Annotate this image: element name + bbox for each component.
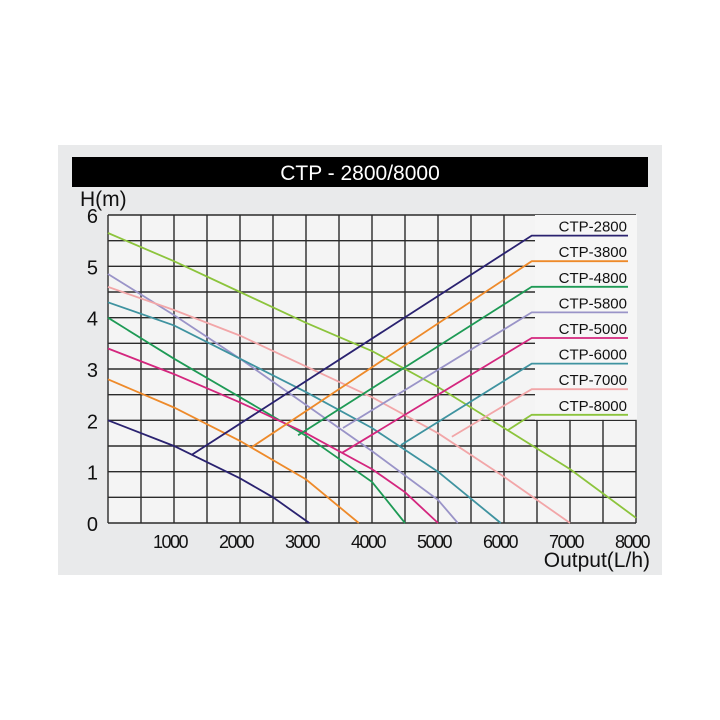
legend-leader-line [341, 337, 628, 454]
y-tick-label: 4 [87, 309, 98, 331]
y-tick-label: 2 [87, 411, 98, 433]
x-tick-label: 6000 [483, 532, 519, 552]
legend-leader-line [251, 260, 628, 448]
series-curve-ctp-4800 [107, 316, 406, 524]
x-tick-label: 4000 [351, 532, 387, 552]
y-tick-label: 6 [87, 206, 98, 228]
x-tick-label: 1000 [153, 532, 189, 552]
x-tick-label: 2000 [219, 532, 255, 552]
y-tick-label: 1 [87, 463, 98, 485]
series-curve-ctp-5800 [107, 273, 459, 524]
x-axis-label: Output(L/h) [544, 549, 650, 572]
legend: CTP-2800 CTP-3800 CTP-4800 CTP-5800 CTP-5000… [191, 215, 637, 456]
legend-label: CTP-3800 [559, 244, 627, 261]
series-curve-ctp-5000 [107, 347, 439, 524]
x-tick-label: 8000 [615, 532, 651, 552]
y-tick-label: 0 [87, 514, 98, 536]
y-tick-label: 5 [87, 257, 98, 279]
y-axis-label: H(m) [80, 188, 127, 211]
series-curve-ctp-2800 [107, 419, 310, 524]
y-tick-label: 3 [87, 360, 98, 382]
series-curve-ctp-3800 [107, 378, 360, 524]
legend-leader-line [342, 311, 628, 429]
chart-title: CTP - 2800/8000 [280, 162, 440, 185]
legend-leader-line [191, 234, 628, 456]
legend-label: CTP-5800 [559, 295, 627, 312]
legend-label: CTP-6000 [559, 347, 627, 364]
legend-label: CTP-7000 [559, 372, 627, 389]
x-tick-label: 7000 [549, 532, 585, 552]
legend-label: CTP-4800 [559, 270, 627, 287]
ticks: 1000 2000 3000 4000 5000 6000 7000 8000 0 1 2 3 4 5 6 [87, 206, 652, 552]
curves [107, 232, 637, 524]
series-curve-ctp-6000 [107, 301, 502, 524]
legend-leader-line [507, 413, 628, 431]
series-curve-ctp-8000 [107, 232, 637, 519]
legend-leader-line [400, 362, 628, 446]
series-curve-ctp-7000 [107, 286, 571, 524]
legend-label: CTP-8000 [559, 398, 627, 415]
legend-leader-line [297, 285, 628, 436]
x-tick-label: 5000 [417, 532, 453, 552]
title-bar [72, 157, 648, 187]
legend-label: CTP-5000 [559, 321, 627, 338]
legend-leader-line [451, 388, 628, 438]
x-tick-label: 3000 [285, 532, 321, 552]
legend-label: CTP-2800 [559, 219, 627, 236]
legend-panel [535, 215, 637, 420]
